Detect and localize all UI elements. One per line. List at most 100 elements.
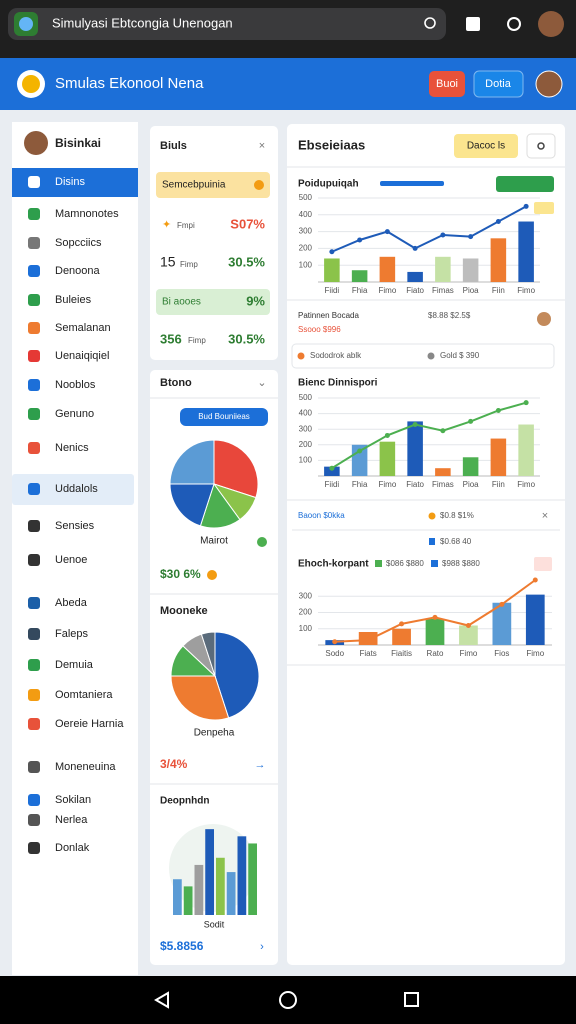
chart-title: Deopnhdn — [160, 796, 209, 807]
sidebar-item[interactable]: Sensies — [55, 520, 95, 532]
header-button[interactable] — [429, 71, 465, 97]
legend-swatch — [431, 560, 438, 567]
sidebar-icon — [28, 628, 40, 640]
x-tick-label: Fhia — [352, 480, 368, 489]
card-title: Btono — [160, 377, 192, 389]
sidebar-item[interactable]: Semalanan — [55, 322, 111, 334]
close-icon[interactable]: × — [259, 140, 265, 152]
sidebar-item[interactable]: Genuno — [55, 408, 94, 420]
bar — [351, 270, 368, 282]
sidebar-item[interactable]: Buleies — [55, 294, 92, 306]
bar — [324, 258, 340, 282]
card-title: Biuls — [160, 140, 187, 152]
y-tick-label: 200 — [299, 608, 313, 617]
summary-card — [150, 126, 278, 360]
legend-text: $086 $880 — [386, 559, 424, 568]
card-button[interactable] — [180, 408, 268, 426]
bar — [490, 438, 507, 476]
line-point — [523, 400, 529, 406]
sidebar-item[interactable]: Denoona — [55, 265, 101, 277]
line-point — [412, 422, 418, 428]
line-point — [357, 448, 363, 454]
legend-tag — [496, 176, 554, 192]
x-tick-label: Fiato — [406, 286, 424, 295]
header-button-label[interactable]: Dotia — [485, 78, 512, 90]
line-point — [332, 639, 338, 645]
row-label: Fimp — [188, 336, 206, 345]
card-button-label[interactable]: Bud Bouniieas — [198, 412, 250, 421]
x-tick-label: Rato — [427, 649, 444, 658]
line-point — [384, 229, 390, 235]
note: Patinnen Bocada — [298, 311, 359, 320]
search-icon[interactable] — [424, 17, 436, 29]
sidebar-user: Bisinkai — [55, 136, 101, 150]
note-avatar — [537, 312, 551, 326]
sidebar-item[interactable]: Nooblos — [55, 379, 96, 391]
sidebar-item[interactable]: Mamnonotes — [55, 208, 119, 220]
bar — [459, 625, 478, 645]
sidebar-item[interactable]: Sokilan — [55, 794, 91, 806]
sidebar-item[interactable]: Disins — [55, 176, 85, 188]
y-tick-label: 200 — [299, 440, 313, 449]
sidebar-item[interactable]: Demuia — [55, 659, 94, 671]
nav-bar — [0, 976, 576, 1024]
sidebar-icon — [28, 265, 40, 277]
line-point — [329, 465, 335, 471]
arrow-icon[interactable]: → — [255, 759, 266, 771]
sidebar-item[interactable]: Oomtaniera — [55, 689, 113, 701]
bar — [462, 258, 479, 282]
bar — [435, 256, 451, 282]
sidebar-item[interactable]: Moneneuina — [55, 761, 116, 773]
user-avatar[interactable] — [535, 70, 563, 98]
x-tick-label: Pioa — [463, 480, 480, 489]
nav-recent[interactable] — [404, 992, 419, 1007]
pie-label: Mairot — [200, 536, 228, 547]
panel-button-label[interactable]: Dacoc ls — [467, 141, 505, 152]
panel-card — [287, 124, 565, 965]
arrow-icon[interactable]: › — [260, 941, 264, 953]
header-button-label[interactable]: Buoi — [436, 78, 458, 90]
row-label: Bi aooes — [162, 297, 201, 308]
sidebar-item[interactable]: Uenoe — [55, 554, 87, 566]
sidebar-item[interactable]: Sopcciics — [55, 237, 102, 249]
profile-avatar[interactable] — [538, 11, 564, 37]
bar — [490, 238, 507, 282]
close-icon[interactable]: × — [542, 510, 548, 522]
line-point — [357, 237, 363, 243]
sidebar-item[interactable]: Abeda — [55, 597, 88, 609]
header-button[interactable] — [473, 70, 524, 98]
dropdown-icon[interactable]: ⌄ — [257, 377, 266, 389]
sidebar-item[interactable]: Uddalols — [55, 483, 98, 495]
bar — [226, 872, 236, 915]
url-bar[interactable] — [8, 8, 446, 40]
line-point — [440, 428, 446, 434]
sidebar-icon — [28, 208, 40, 220]
bar — [379, 441, 396, 476]
sidebar-item[interactable]: Oereie Harnia — [55, 718, 124, 730]
menu-icon[interactable] — [507, 17, 521, 31]
y-tick-label: 100 — [299, 456, 313, 465]
sidebar-item[interactable]: Faleps — [55, 628, 89, 640]
x-tick-label: Sodo — [325, 649, 344, 658]
note-swatch — [429, 538, 435, 545]
sidebar-icon — [28, 520, 40, 532]
sidebar-item[interactable]: Nerlea — [55, 814, 88, 826]
line-point — [468, 234, 474, 240]
sidebar-item[interactable]: Donlak — [55, 842, 90, 854]
sidebar-item[interactable]: Uenaiqiqiel — [55, 350, 109, 362]
bar — [525, 594, 545, 645]
refresh-button[interactable] — [526, 133, 556, 159]
tab-icon[interactable] — [466, 17, 480, 31]
line-point — [468, 418, 474, 424]
row-number: 356 — [160, 331, 182, 346]
x-tick-label: Fiato — [406, 480, 424, 489]
row-label: Fmpi — [177, 221, 195, 230]
sidebar-item[interactable]: Nenics — [55, 442, 89, 454]
panel-button[interactable] — [454, 134, 518, 158]
nav-home[interactable] — [279, 991, 297, 1009]
chart-title: Bienc Dinnispori — [298, 378, 378, 389]
sidebar-icon — [28, 597, 40, 609]
nav-back[interactable] — [154, 991, 169, 1009]
pie-footer: $30 6% — [160, 567, 201, 581]
sidebar — [12, 122, 138, 975]
